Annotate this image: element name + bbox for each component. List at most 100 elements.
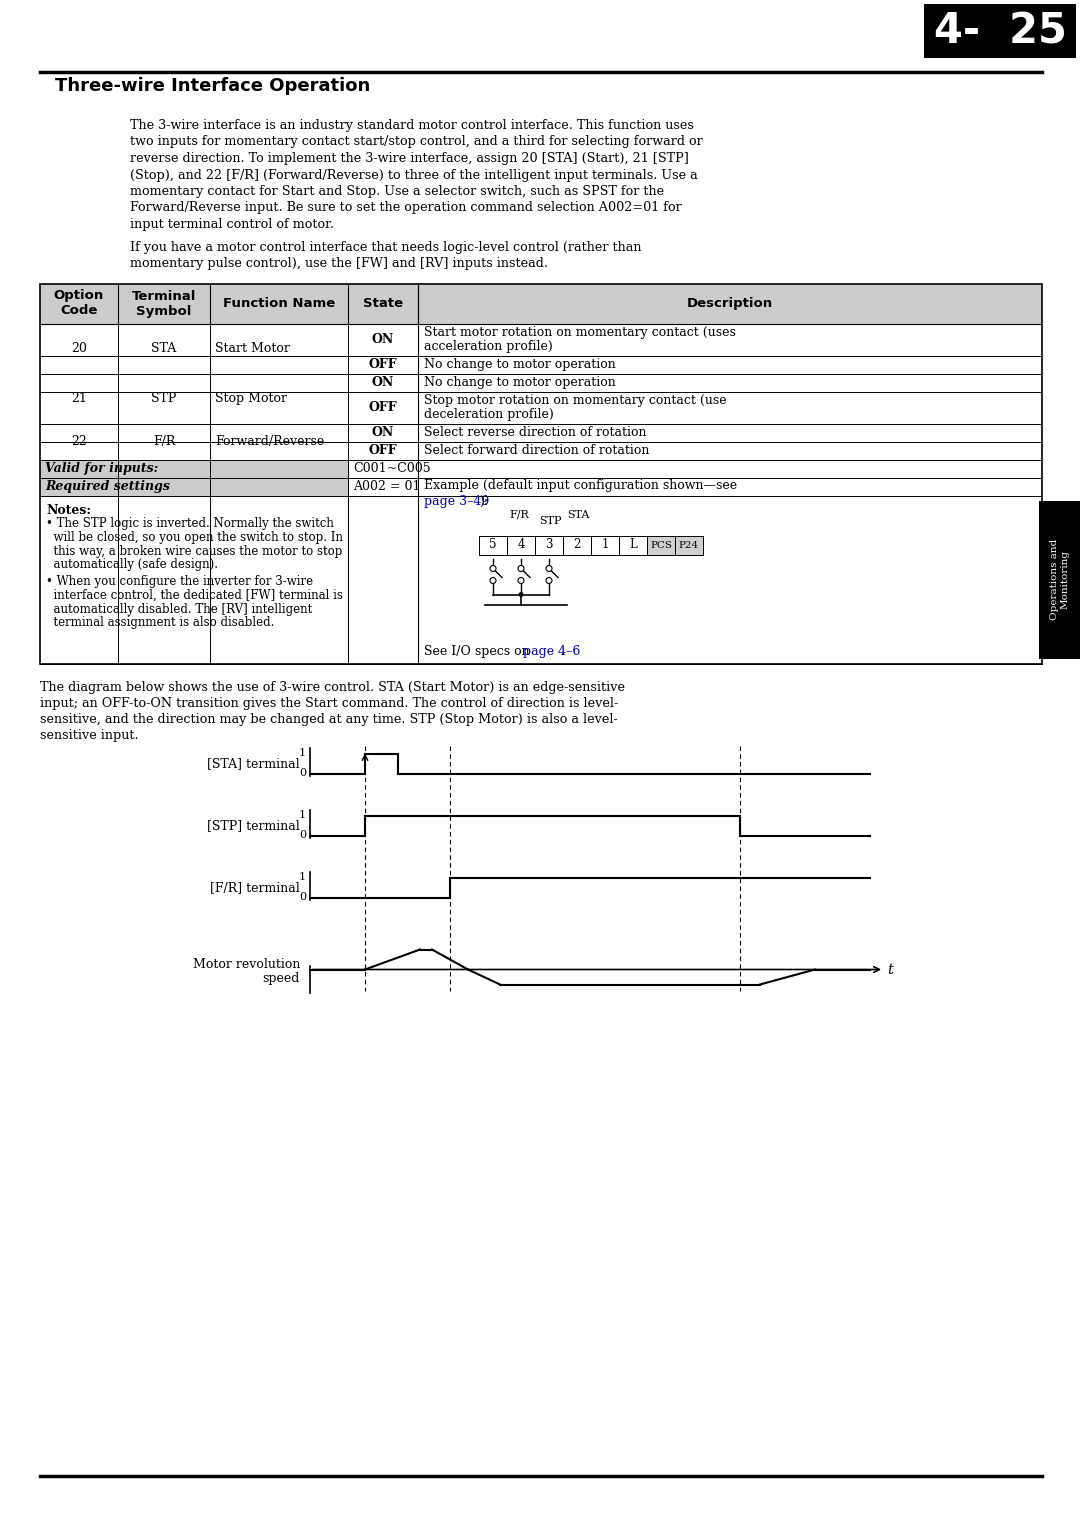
Bar — [480, 535, 507, 554]
Text: [STP] terminal: [STP] terminal — [207, 819, 300, 831]
Text: Select forward direction of rotation: Select forward direction of rotation — [424, 443, 649, 457]
Text: Description: Description — [687, 298, 773, 310]
Text: Stop motor rotation on momentary contact (use: Stop motor rotation on momentary contact… — [424, 394, 727, 407]
Text: [F/R] terminal: [F/R] terminal — [211, 881, 300, 894]
Text: PCS: PCS — [650, 540, 672, 549]
Text: 1: 1 — [299, 749, 306, 758]
Bar — [1039, 500, 1080, 658]
Text: page 4–6: page 4–6 — [523, 644, 580, 658]
Bar — [591, 535, 619, 554]
Bar — [40, 423, 1042, 442]
Bar — [40, 356, 1042, 373]
Text: acceleration profile): acceleration profile) — [424, 341, 553, 353]
Text: A002 = 01: A002 = 01 — [353, 480, 420, 492]
Text: 0: 0 — [299, 893, 306, 902]
Text: sensitive input.: sensitive input. — [40, 730, 138, 742]
Text: .: . — [561, 644, 565, 658]
Text: ):: ): — [480, 495, 488, 508]
Text: Motor revolution: Motor revolution — [192, 959, 300, 971]
Text: 1: 1 — [602, 538, 609, 552]
Bar — [40, 442, 1042, 460]
Text: Stop Motor: Stop Motor — [215, 393, 287, 405]
Text: Terminal
Symbol: Terminal Symbol — [132, 290, 197, 318]
Text: momentary contact for Start and Stop. Use a selector switch, such as SPST for th: momentary contact for Start and Stop. Us… — [130, 186, 664, 198]
Circle shape — [518, 592, 524, 597]
Text: momentary pulse control), use the [FW] and [RV] inputs instead.: momentary pulse control), use the [FW] a… — [130, 258, 548, 270]
Text: State: State — [363, 298, 403, 310]
Text: Start Motor: Start Motor — [215, 342, 289, 354]
Text: [STA] terminal: [STA] terminal — [207, 756, 300, 770]
Text: C001~C005: C001~C005 — [353, 462, 431, 476]
Text: STA: STA — [151, 342, 177, 354]
Text: will be closed, so you open the switch to stop. In: will be closed, so you open the switch t… — [46, 531, 343, 545]
Text: automatically (safe design).: automatically (safe design). — [46, 558, 218, 571]
Text: Example (default input configuration shown—see: Example (default input configuration sho… — [424, 480, 738, 492]
Text: 4: 4 — [517, 538, 525, 552]
Text: two inputs for momentary contact start/stop control, and a third for selecting f: two inputs for momentary contact start/s… — [130, 135, 703, 149]
Text: 22: 22 — [71, 436, 86, 448]
Bar — [40, 284, 1042, 324]
Bar — [40, 477, 348, 495]
Text: L: L — [630, 538, 637, 552]
Text: this way, a broken wire causes the motor to stop: this way, a broken wire causes the motor… — [46, 545, 342, 557]
Text: Start motor rotation on momentary contact (uses: Start motor rotation on momentary contac… — [424, 327, 735, 339]
Text: 3: 3 — [545, 538, 553, 552]
Bar — [40, 391, 1042, 423]
Bar — [40, 373, 1042, 391]
Text: ON: ON — [372, 426, 394, 439]
Text: See I/O specs on: See I/O specs on — [424, 644, 534, 658]
Text: 2: 2 — [573, 538, 581, 552]
Text: t: t — [887, 962, 893, 977]
Text: 4-  25: 4- 25 — [933, 11, 1066, 52]
Text: Forward/Reverse input. Be sure to set the operation command selection A002=01 fo: Forward/Reverse input. Be sure to set th… — [130, 201, 681, 215]
Text: Forward/Reverse: Forward/Reverse — [215, 436, 324, 448]
Text: Required settings: Required settings — [45, 480, 170, 492]
Bar — [535, 535, 563, 554]
Text: speed: speed — [262, 973, 300, 985]
Text: sensitive, and the direction may be changed at any time. STP (Stop Motor) is als: sensitive, and the direction may be chan… — [40, 713, 618, 727]
Bar — [924, 5, 1076, 58]
Text: input; an OFF-to-ON transition gives the Start command. The control of direction: input; an OFF-to-ON transition gives the… — [40, 698, 618, 710]
Text: 1: 1 — [299, 810, 306, 821]
Text: Valid for inputs:: Valid for inputs: — [45, 462, 159, 476]
Text: OFF: OFF — [368, 400, 397, 414]
Text: P24: P24 — [679, 540, 699, 549]
Bar — [563, 535, 591, 554]
Text: STP: STP — [151, 393, 177, 405]
Text: input terminal control of motor.: input terminal control of motor. — [130, 218, 334, 232]
Circle shape — [490, 566, 496, 572]
Bar — [40, 477, 1042, 495]
Text: • The STP logic is inverted. Normally the switch: • The STP logic is inverted. Normally th… — [46, 517, 334, 531]
Text: • When you configure the inverter for 3-wire: • When you configure the inverter for 3-… — [46, 575, 313, 589]
Text: page 3–49: page 3–49 — [424, 495, 489, 508]
Text: Three-wire Interface Operation: Three-wire Interface Operation — [55, 77, 370, 95]
Text: terminal assignment is also disabled.: terminal assignment is also disabled. — [46, 617, 274, 629]
Text: OFF: OFF — [368, 357, 397, 371]
Text: (Stop), and 22 [F/R] (Forward/Reverse) to three of the intelligent input termina: (Stop), and 22 [F/R] (Forward/Reverse) t… — [130, 169, 698, 181]
Text: ON: ON — [372, 376, 394, 390]
Text: 20: 20 — [71, 342, 86, 354]
Bar — [40, 495, 1042, 664]
Text: Select reverse direction of rotation: Select reverse direction of rotation — [424, 426, 647, 439]
Text: 21: 21 — [71, 393, 86, 405]
Bar — [40, 284, 1042, 664]
Bar — [675, 535, 703, 554]
Text: reverse direction. To implement the 3-wire interface, assign 20 [STA] (Start), 2: reverse direction. To implement the 3-wi… — [130, 152, 689, 166]
Text: No change to motor operation: No change to motor operation — [424, 376, 616, 390]
Text: Operations and
Monitoring: Operations and Monitoring — [1050, 538, 1069, 620]
Text: Function Name: Function Name — [222, 298, 335, 310]
Bar — [507, 535, 535, 554]
Text: 0: 0 — [299, 830, 306, 841]
Text: Notes:: Notes: — [46, 503, 91, 517]
Text: automatically disabled. The [RV] intelligent: automatically disabled. The [RV] intelli… — [46, 603, 312, 615]
Text: deceleration profile): deceleration profile) — [424, 408, 554, 420]
Text: ON: ON — [372, 333, 394, 347]
Text: 1: 1 — [299, 873, 306, 882]
Text: OFF: OFF — [368, 443, 397, 457]
Circle shape — [546, 577, 552, 583]
Circle shape — [490, 577, 496, 583]
Bar — [40, 324, 1042, 356]
Circle shape — [546, 566, 552, 572]
Text: F/R: F/R — [152, 436, 175, 448]
Text: No change to motor operation: No change to motor operation — [424, 357, 616, 371]
